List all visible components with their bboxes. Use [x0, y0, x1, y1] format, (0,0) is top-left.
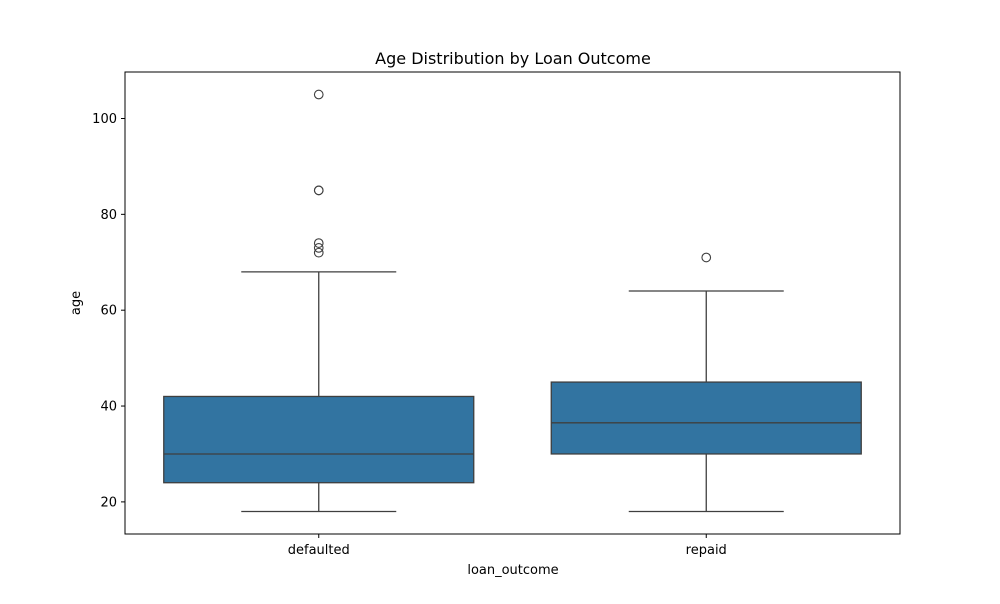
plot-frame — [124, 71, 901, 535]
y-tick-label: 20 — [100, 495, 117, 510]
iqr-box — [550, 381, 862, 455]
box-group-repaid — [550, 252, 862, 513]
y-tick-label: 80 — [100, 208, 117, 223]
x-axis-label: loan_outcome — [467, 563, 558, 578]
chart-title: Age Distribution by Loan Outcome — [375, 49, 651, 68]
outlier-point — [313, 185, 324, 196]
y-tick-label: 40 — [100, 400, 117, 415]
outlier-point — [313, 243, 324, 253]
outlier-point — [313, 238, 324, 248]
x-axis: defaulted repaid — [288, 534, 727, 558]
x-tick-label: defaulted — [288, 543, 350, 558]
outlier-point — [701, 252, 712, 263]
iqr-box — [163, 395, 475, 484]
y-tick-label: 100 — [92, 112, 117, 127]
y-axis: 20 40 60 80 100 — [92, 112, 125, 510]
box-group-defaulted — [163, 89, 475, 513]
x-tick-label: repaid — [686, 543, 727, 558]
plot-area — [163, 89, 862, 513]
outlier-point — [313, 247, 324, 258]
y-axis-label: age — [69, 291, 84, 315]
outlier-point — [313, 89, 324, 100]
y-tick-label: 60 — [100, 304, 117, 319]
